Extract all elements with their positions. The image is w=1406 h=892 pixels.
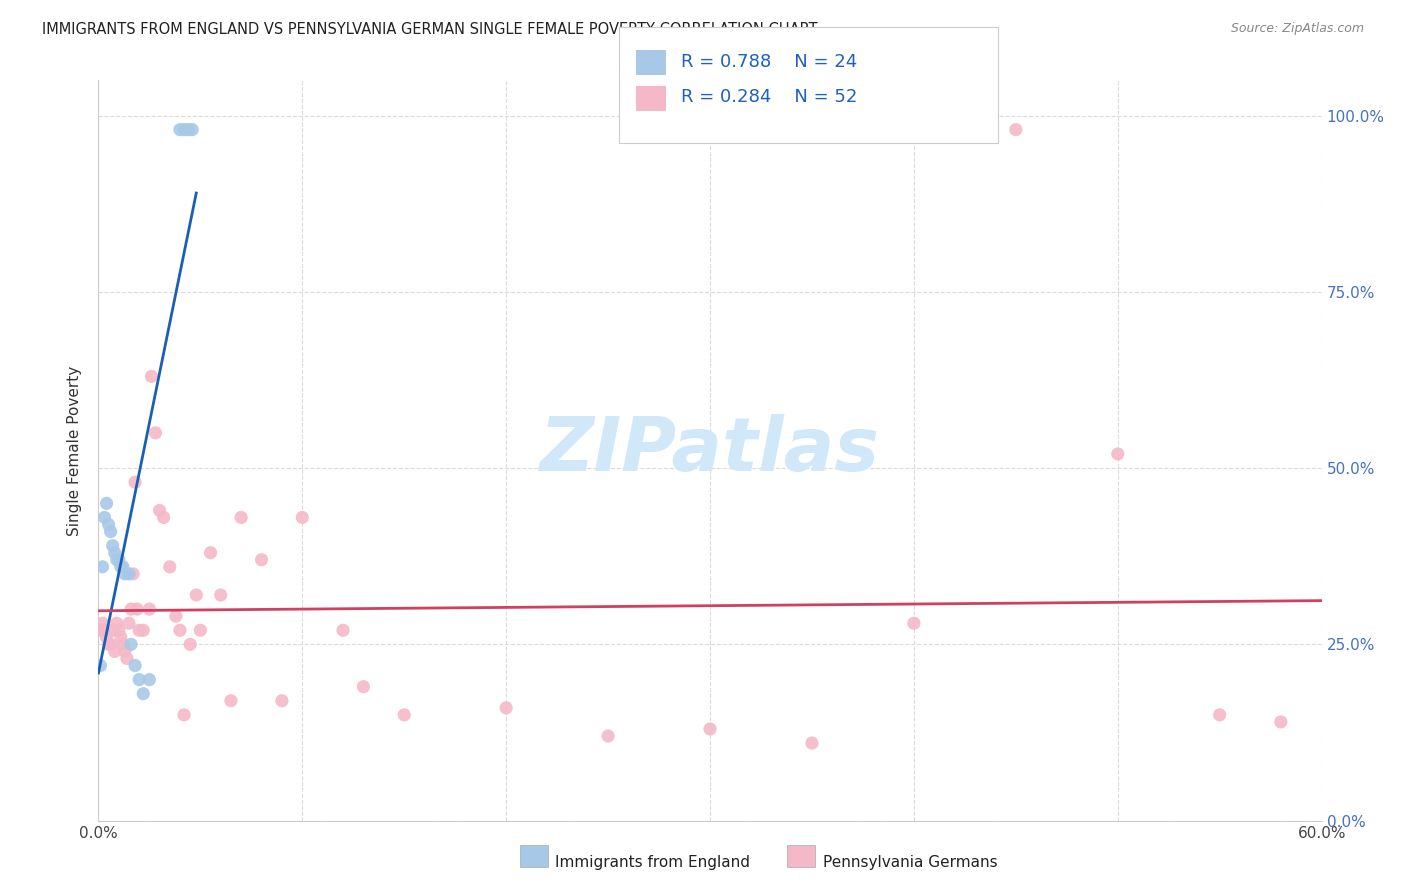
Point xyxy=(495,701,517,715)
Point xyxy=(138,602,160,616)
Point xyxy=(179,637,201,651)
Text: ZIPatlas: ZIPatlas xyxy=(540,414,880,487)
Point xyxy=(124,475,146,490)
Text: R = 0.788    N = 24: R = 0.788 N = 24 xyxy=(681,53,856,70)
Point xyxy=(132,687,155,701)
Point xyxy=(128,624,150,638)
Point xyxy=(97,517,120,532)
Text: Immigrants from England: Immigrants from England xyxy=(555,855,751,870)
Point xyxy=(209,588,232,602)
Point xyxy=(352,680,374,694)
Point xyxy=(1004,122,1026,136)
Point xyxy=(173,707,195,722)
Point xyxy=(124,658,146,673)
Point xyxy=(89,658,111,673)
Point xyxy=(152,510,174,524)
Point xyxy=(105,553,128,567)
Point xyxy=(250,553,273,567)
Point xyxy=(145,425,167,440)
Point xyxy=(111,637,134,651)
Point xyxy=(159,559,181,574)
Point xyxy=(101,539,124,553)
Point xyxy=(93,510,115,524)
Text: R = 0.284    N = 52: R = 0.284 N = 52 xyxy=(681,88,856,106)
Point xyxy=(169,122,191,136)
Point xyxy=(392,707,416,722)
Point xyxy=(903,616,925,631)
Point xyxy=(104,546,127,560)
Point xyxy=(96,496,118,510)
Point xyxy=(188,624,212,638)
Point xyxy=(89,624,111,638)
Point xyxy=(219,694,242,708)
Point xyxy=(100,524,122,539)
Point xyxy=(120,602,142,616)
Point xyxy=(118,616,141,631)
Point xyxy=(114,566,136,581)
Point xyxy=(181,122,204,136)
Point xyxy=(138,673,160,687)
Point xyxy=(177,122,200,136)
Point xyxy=(120,637,142,651)
Point xyxy=(200,546,222,560)
Point xyxy=(122,566,145,581)
Point xyxy=(291,510,314,524)
Point xyxy=(169,624,191,638)
Point xyxy=(1270,714,1292,729)
Point xyxy=(598,729,620,743)
Point xyxy=(118,566,141,581)
Point xyxy=(100,637,122,651)
Point xyxy=(105,616,128,631)
Point xyxy=(173,122,195,136)
Point xyxy=(101,624,124,638)
Point xyxy=(104,644,127,658)
Y-axis label: Single Female Poverty: Single Female Poverty xyxy=(67,366,83,535)
Point xyxy=(127,602,149,616)
Point xyxy=(111,559,134,574)
Point xyxy=(91,559,114,574)
Point xyxy=(108,624,131,638)
Text: Pennsylvania Germans: Pennsylvania Germans xyxy=(823,855,997,870)
Point xyxy=(97,637,120,651)
Point xyxy=(149,503,172,517)
Point xyxy=(91,616,114,631)
Point xyxy=(110,559,132,574)
Point xyxy=(110,630,132,644)
Point xyxy=(1107,447,1129,461)
Point xyxy=(332,624,354,638)
Text: Source: ZipAtlas.com: Source: ZipAtlas.com xyxy=(1230,22,1364,36)
Point xyxy=(231,510,253,524)
Point xyxy=(128,673,150,687)
Point xyxy=(270,694,294,708)
Point xyxy=(699,722,721,736)
Point xyxy=(132,624,155,638)
Point xyxy=(186,588,208,602)
Point xyxy=(93,624,115,638)
Point xyxy=(1209,707,1232,722)
Point xyxy=(141,369,163,384)
Point xyxy=(801,736,824,750)
Point xyxy=(115,651,138,665)
Text: IMMIGRANTS FROM ENGLAND VS PENNSYLVANIA GERMAN SINGLE FEMALE POVERTY CORRELATION: IMMIGRANTS FROM ENGLAND VS PENNSYLVANIA … xyxy=(42,22,818,37)
Point xyxy=(108,553,131,567)
Point xyxy=(165,609,187,624)
Point xyxy=(114,644,136,658)
Point xyxy=(96,630,118,644)
